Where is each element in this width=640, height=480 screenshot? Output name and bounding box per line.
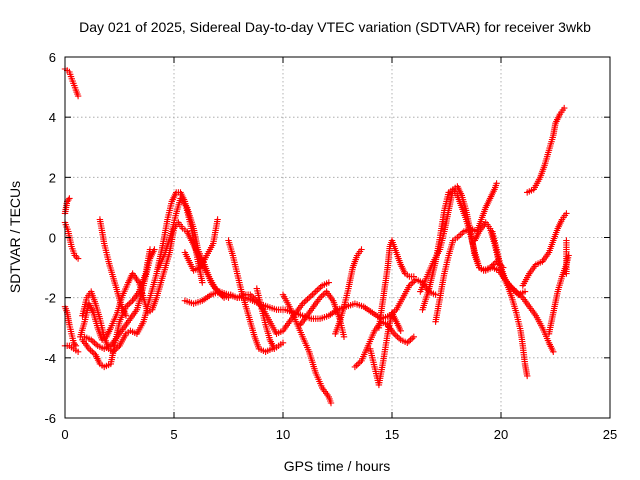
data-point-marker	[279, 339, 287, 346]
y-tick-labels: -6 -4 -2 0 2 4 6	[44, 50, 56, 426]
data-point-marker	[394, 333, 401, 340]
sat-track-22	[375, 237, 417, 331]
data-point-marker	[71, 341, 78, 348]
x-tick-label: 5	[170, 427, 177, 442]
sat-track-20	[351, 318, 417, 371]
sat-track-17	[279, 291, 335, 407]
data-point-marker	[410, 273, 417, 280]
data-point-marker	[355, 360, 362, 367]
data-point-marker	[563, 270, 570, 277]
data-point-marker	[524, 372, 531, 380]
data-point-marker	[74, 92, 82, 100]
sat-track-24	[419, 186, 507, 313]
sat-track-9	[96, 216, 130, 319]
data-point-marker	[550, 348, 557, 355]
data-point-marker	[405, 338, 413, 345]
x-axis-label: GPS time / hours	[284, 458, 391, 474]
y-tick-label: 4	[49, 110, 56, 125]
data-point-marker	[74, 348, 82, 355]
data-point-marker	[199, 279, 206, 286]
x-tick-label: 0	[61, 427, 68, 442]
data-point-marker	[409, 279, 416, 286]
data-point-marker	[493, 180, 500, 187]
y-tick-label: -4	[44, 351, 56, 366]
data-point-marker	[66, 195, 73, 202]
y-tick-label: 0	[49, 231, 56, 246]
sat-track-30	[545, 252, 572, 337]
axis-ticks	[64, 56, 611, 419]
data-point-marker	[122, 312, 130, 319]
sat-track-25	[432, 180, 500, 325]
data-point-marker	[74, 255, 82, 262]
sat-track-28	[524, 104, 568, 196]
y-tick-label: 6	[49, 50, 56, 65]
y-axis-label: SDTVAR / TECUs	[7, 181, 23, 293]
chart-title: Day 021 of 2025, Sidereal Day-to-day VTE…	[79, 19, 591, 35]
data-point-marker	[410, 333, 417, 340]
sat-track-3	[61, 219, 82, 262]
x-tick-label: 15	[385, 427, 399, 442]
data-point-marker	[318, 293, 325, 300]
data-point-marker	[325, 279, 332, 286]
data-point-marker	[65, 196, 72, 204]
data-point-marker	[151, 246, 158, 253]
data-point-marker	[340, 333, 348, 340]
data-point-marker	[214, 216, 221, 223]
y-tick-label: 2	[49, 170, 56, 185]
sat-track-16	[253, 285, 287, 352]
sat-track-15	[227, 279, 332, 337]
sat-track-21	[367, 309, 404, 389]
sat-track-12	[181, 216, 221, 274]
data-point-marker	[327, 399, 335, 407]
x-tick-label: 25	[603, 427, 617, 442]
data-point-marker	[358, 246, 365, 253]
sat-track-10	[81, 246, 158, 352]
data-marks	[61, 65, 572, 407]
data-point-marker	[432, 291, 439, 298]
data-point-marker	[307, 293, 314, 300]
data-point-marker	[561, 104, 568, 112]
sat-track-11	[155, 195, 228, 301]
data-point-marker	[392, 332, 399, 339]
sat-track-29	[519, 210, 570, 289]
data-point-marker	[563, 210, 570, 217]
sat-track-31	[563, 237, 570, 277]
y-tick-label: -6	[44, 411, 56, 426]
data-point-marker	[312, 288, 319, 295]
grid	[65, 57, 610, 418]
y-tick-label: -2	[44, 291, 56, 306]
sat-track-19	[332, 246, 365, 337]
data-point-marker	[126, 300, 133, 307]
sat-track-2	[61, 195, 73, 217]
x-tick-labels: 0 5 10 15 20 25	[61, 427, 617, 442]
sat-track-27	[489, 228, 557, 355]
data-point-marker	[89, 348, 96, 355]
sat-track-4	[61, 303, 80, 349]
x-tick-label: 10	[276, 427, 290, 442]
x-tick-label: 20	[494, 427, 508, 442]
data-point-marker	[521, 288, 529, 295]
sat-track-1	[61, 65, 82, 100]
data-point-marker	[397, 327, 404, 334]
data-point-marker	[302, 297, 310, 304]
